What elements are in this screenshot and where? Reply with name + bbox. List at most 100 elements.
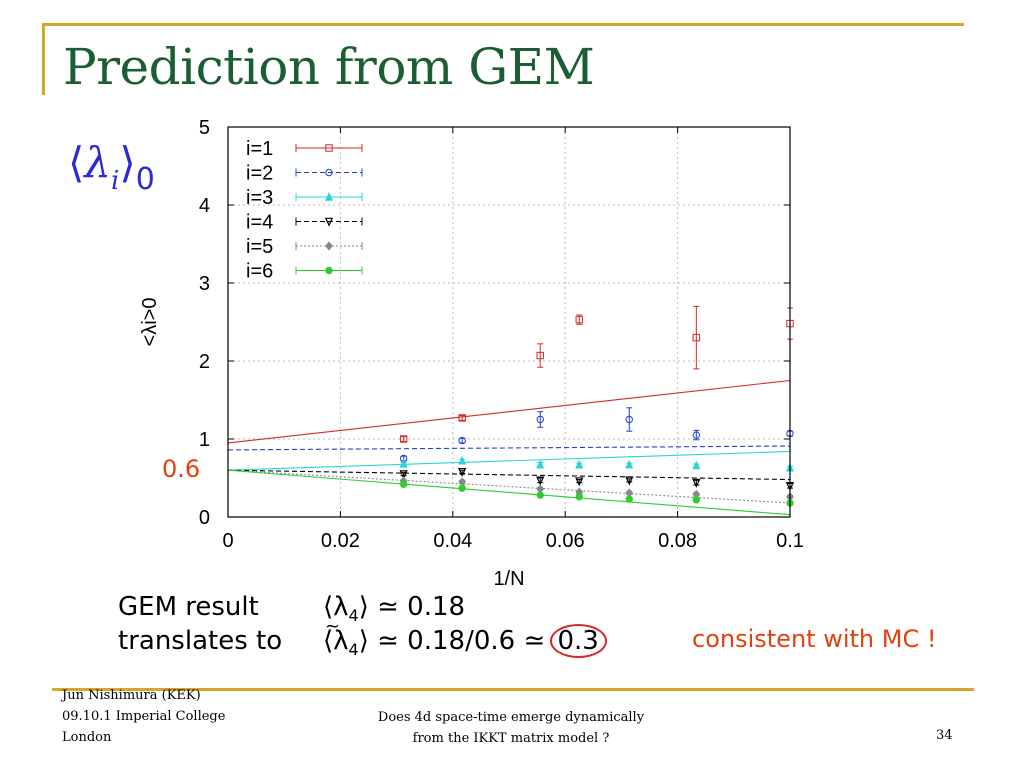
lambda-expectation-label: ⟨λi⟩0 (68, 138, 155, 197)
eigenvalue-chart: 0 0.02 0.04 0.06 0.08 0.1 0 1 2 3 4 5 1/N <λi>0 i=1 i=2… (139, 117, 804, 590)
data-point (458, 467, 467, 478)
plot-area (227, 126, 795, 518)
title-frame-top (42, 23, 964, 26)
slide-title: Prediction from GEM (63, 38, 595, 96)
data-point (399, 435, 408, 443)
x-tick-label: 0.04 (433, 530, 472, 552)
x-tick-label: 0 (222, 530, 233, 552)
data-point (575, 493, 583, 501)
data-point (325, 168, 333, 177)
intercept-note: 0.6 (162, 455, 201, 483)
data-point (458, 484, 466, 492)
footer-title-line-1: Does 4d space-time emerge dynamically (377, 710, 645, 725)
footer-date: 09.10.1 Imperial College (62, 709, 226, 724)
data-point (625, 476, 634, 486)
consistent-note: consistent with MC ! (692, 625, 937, 653)
chart-legend: i=1 i=2i=3 i=4i=5 i=6 (246, 138, 363, 283)
data-point (536, 476, 545, 486)
y-tick-label: 2 (199, 351, 210, 373)
data-point (692, 496, 701, 504)
footer-author-block: Jun Nishimura (KEK) 09.10.1 Imperial Col… (62, 685, 225, 748)
data-point (625, 495, 633, 503)
legend-label: i=2 (246, 163, 273, 185)
axes: 0 0.02 0.04 0.06 0.08 0.1 0 1 2 3 4 5 1/N <λi>0 (139, 117, 804, 590)
translate-eq-open: ⟨λ (323, 626, 349, 656)
data-point (575, 315, 583, 324)
plot-background (228, 127, 790, 517)
series-6 (227, 469, 794, 516)
lambda-symbol: λ (84, 138, 112, 187)
y-tick-label: 4 (199, 195, 210, 217)
fit-line (227, 469, 791, 516)
data-point (458, 414, 466, 422)
x-tick-label: 0.08 (658, 530, 697, 552)
footer-title-line-2: from the IKKT matrix model ? (412, 731, 610, 746)
lambda-subscript-zero: 0 (135, 162, 155, 197)
chart-container: 0 0.02 0.04 0.06 0.08 0.1 0 1 2 3 4 5 1/N <λi>0 i=1 i=2… (120, 105, 840, 595)
data-point (324, 217, 334, 227)
data-point (625, 459, 634, 469)
data-point (692, 478, 701, 488)
legend-label: i=3 (246, 187, 273, 209)
lambda-open-bracket: ⟨ (68, 138, 85, 187)
x-tick-label: 0.02 (321, 530, 360, 552)
data-point (399, 480, 408, 488)
y-tick-label: 1 (199, 429, 210, 451)
x-tick-label: 0.06 (546, 530, 585, 552)
data-point (325, 144, 333, 152)
translate-label: translates to (118, 626, 283, 656)
plot-frame (227, 126, 791, 518)
data-point (536, 415, 544, 424)
data-point (399, 470, 408, 480)
gem-result-label: GEM result (118, 592, 259, 622)
gem-eq-close: ⟩ ≃ 0.18 (358, 592, 466, 622)
footer-rule (52, 688, 974, 691)
translate-equation: ⟨λ ~4⟩ ≃ 0.18/0.6 ≃ 0.3 (323, 616, 607, 667)
lambda-index: i (111, 166, 120, 196)
data-point (399, 458, 408, 468)
data-point (575, 477, 584, 487)
translate-eq-sub: 4 (348, 640, 359, 659)
y-tick-label: 5 (199, 117, 210, 139)
data-point (458, 455, 467, 465)
y-tick-label: 3 (199, 273, 210, 295)
legend-label: i=1 (246, 138, 273, 160)
fit-line (227, 445, 791, 451)
gem-eq-sub: 4 (348, 606, 359, 625)
x-axis-label: 1/N (493, 568, 524, 590)
tilde-lambda: ⟨λ ~ (323, 616, 349, 656)
data-point (536, 459, 545, 469)
legend-label: i=5 (246, 236, 273, 258)
y-tick-label: 0 (199, 507, 210, 529)
lambda-close-bracket: ⟩ (119, 138, 136, 187)
gem-result-equation: ⟨λ4⟩ ≃ 0.18 (323, 590, 465, 633)
data-point (692, 333, 701, 342)
data-point (536, 491, 544, 499)
y-axis-label: <λi>0 (139, 298, 161, 347)
data-point (536, 351, 544, 360)
fit-line (227, 469, 791, 481)
legend-label: i=4 (246, 212, 273, 234)
x-tick-label: 0.1 (776, 530, 804, 552)
tilde-mark: ~ (325, 616, 341, 637)
translate-eq-close: ⟩ ≃ 0.18/0.6 ≃ (358, 626, 554, 656)
data-point (325, 191, 333, 201)
legend-label: i=6 (246, 261, 273, 283)
footer-author: Jun Nishimura (KEK) (62, 688, 201, 703)
data-point (325, 241, 333, 251)
data-point (692, 460, 701, 470)
data-point (692, 431, 701, 439)
fit-line (227, 450, 791, 471)
data-point (575, 459, 584, 469)
footer-talk-title: Does 4d space-time emerge dynamically fr… (356, 707, 666, 749)
gem-eq-open: ⟨λ (323, 592, 349, 622)
data-point (458, 436, 466, 445)
series-3 (227, 450, 794, 472)
footer-place: London (62, 730, 112, 745)
series-1 (227, 305, 794, 444)
title-frame-left (42, 23, 45, 95)
data-point (325, 266, 333, 275)
page-number: 34 (936, 728, 953, 743)
circled-value: 0.3 (549, 624, 607, 658)
fit-line (227, 379, 791, 444)
